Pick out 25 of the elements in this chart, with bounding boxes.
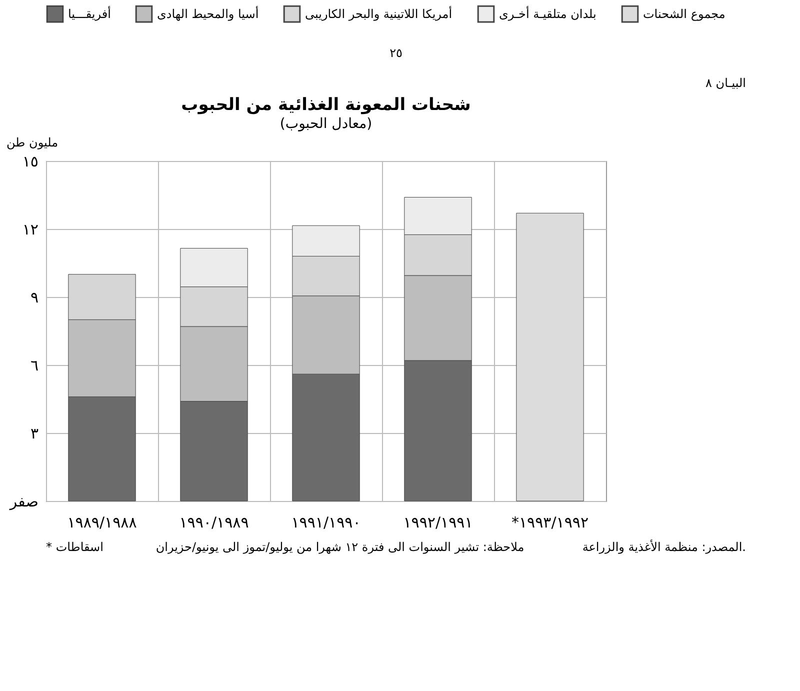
y-tick-label: ١٥ bbox=[22, 152, 38, 170]
chart-subtitle: (معادل الحبوب) bbox=[280, 116, 372, 132]
text: البيـان ٨ bbox=[706, 76, 746, 90]
legend-label: أسيا والمحيط الهادى bbox=[157, 6, 259, 22]
text: ملاحظة: تشير السنوات الى فترة ١٢ شهرا من يوليو/تموز الى يونيو/حزيران bbox=[156, 540, 524, 554]
text: المصدر: منظمة الأغذية والزراعة. bbox=[582, 539, 746, 554]
bar bbox=[516, 212, 584, 502]
x-tick-label: *١٩٩٣/١٩٩٢ bbox=[511, 514, 589, 532]
legend-label: أمريكا اللاتينية والبحر الكاريبى bbox=[305, 6, 452, 22]
y-axis-title: مليون طن bbox=[6, 136, 58, 150]
x-tick-label: ١٩٩٠/١٩٨٩ bbox=[179, 514, 249, 532]
text: ٢٥ bbox=[390, 46, 402, 60]
legend-label: مجموع الشحنات bbox=[643, 7, 726, 22]
y-tick-label: ٩ bbox=[30, 288, 38, 306]
y-tick-label: ٦ bbox=[30, 356, 38, 374]
y-tick-label: صفر bbox=[8, 492, 38, 510]
x-tick-label: ١٩٩٢/١٩٩١ bbox=[403, 514, 473, 532]
legend-label: بلدان متلقيـة أخـرى bbox=[499, 6, 596, 22]
y-tick-label: ٣ bbox=[30, 424, 38, 442]
text: * اسقاطات bbox=[46, 540, 104, 554]
chart-title: شحنات المعونة الغذائية من الحبوب bbox=[181, 95, 471, 115]
x-tick-label: ١٩٩١/١٩٩٠ bbox=[291, 514, 361, 532]
legend-label: أفريقـــيا bbox=[68, 6, 111, 22]
x-tick-label: ١٩٨٩/١٩٨٨ bbox=[67, 514, 137, 532]
y-tick-label: ١٢ bbox=[22, 220, 38, 238]
